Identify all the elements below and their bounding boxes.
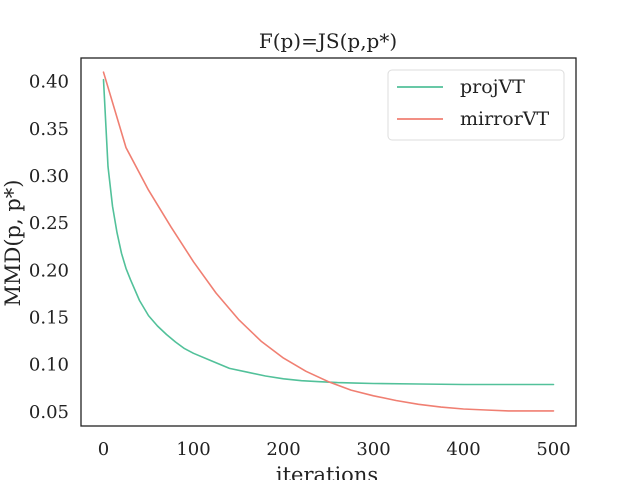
y-tick-label: 0.10 [29,355,69,376]
series-layer [102,71,555,412]
x-tick-label: 0 [98,439,109,460]
y-tick-label: 0.20 [29,260,69,281]
plot-frame [80,57,577,427]
y-tick-label: 0.30 [29,166,69,187]
x-tick-label: 100 [176,439,210,460]
series-line-mirrorVT [102,71,555,412]
y-tick-label: 0.40 [29,72,69,93]
legend-label: mirrorVT [460,108,550,130]
x-axis-label: iterations [276,463,378,480]
y-ticks: 0.05 0.10 0.15 0.20 0.25 0.30 0.35 0.40 [29,72,69,423]
x-tick-label: 400 [446,439,480,460]
y-tick-label: 0.25 [29,213,69,234]
series-line-projVT [102,78,555,386]
x-tick-label: 200 [266,439,300,460]
x-tick-label: 500 [536,439,570,460]
y-tick-label: 0.15 [29,307,69,328]
x-tick-label: 300 [356,439,390,460]
y-tick-label: 0.35 [29,119,69,140]
chart-title: F(p)=JS(p,p*) [259,29,397,53]
y-axis-label: MMD(p, p*) [1,180,25,307]
y-tick-label: 0.05 [29,402,69,423]
legend: projVT mirrorVT [387,69,565,141]
x-ticks: 0 100 200 300 400 500 [98,439,571,460]
legend-label: projVT [460,76,525,98]
